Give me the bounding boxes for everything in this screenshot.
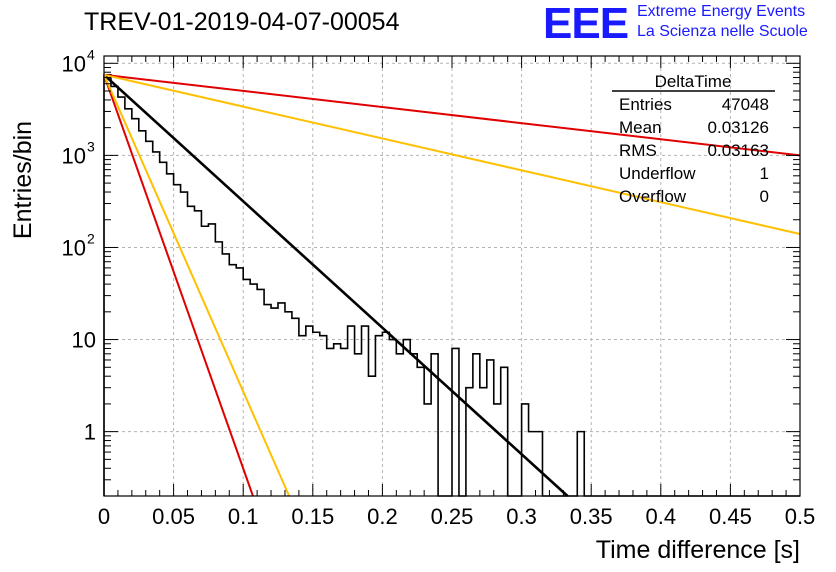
logo-line-1: Extreme Energy Events bbox=[637, 3, 806, 20]
y-tick-label: 10 bbox=[62, 235, 86, 260]
x-tick-label: 0.2 bbox=[367, 504, 398, 529]
y-tick-exponent: 3 bbox=[87, 138, 95, 154]
y-tick-label: 10 bbox=[72, 328, 96, 353]
stats-box: DeltaTime Entries 47048 Mean 0.03126 RMS… bbox=[612, 72, 775, 206]
page-title: TREV-01-2019-04-07-00054 bbox=[84, 8, 400, 36]
x-tick-label: 0 bbox=[98, 504, 110, 529]
axis-ticks: 0 0.05 0.1 0.15 0.2 0.25 0.3 0.35 0.4 0.45 0.51101… bbox=[62, 46, 816, 529]
y-tick-exponent: 2 bbox=[87, 230, 95, 246]
stats-label-rms: RMS bbox=[619, 141, 657, 160]
logo-mark: EEE bbox=[543, 0, 629, 48]
y-tick-label: 1 bbox=[84, 420, 96, 445]
x-tick-label: 0.05 bbox=[152, 504, 195, 529]
x-tick-label: 0.4 bbox=[646, 504, 677, 529]
x-tick-label: 0.35 bbox=[570, 504, 613, 529]
y-tick-exponent: 4 bbox=[87, 46, 95, 62]
x-tick-label: 0.1 bbox=[228, 504, 259, 529]
stats-label-entries: Entries bbox=[619, 95, 672, 114]
eee-logo: EEE Extreme Energy Events La Scienza nel… bbox=[543, 2, 833, 48]
x-axis-label: Time difference [s] bbox=[596, 536, 800, 564]
y-tick-label: 10 bbox=[62, 143, 86, 168]
stats-label-mean: Mean bbox=[619, 118, 662, 137]
series-line-black bbox=[103, 73, 569, 497]
stats-value-entries: 47048 bbox=[722, 95, 769, 114]
series-line-orange bbox=[103, 74, 291, 497]
x-tick-label: 0.45 bbox=[709, 504, 752, 529]
logo-line-2: La Scienza nelle Scuole bbox=[637, 23, 808, 40]
stats-label-overflow: Overflow bbox=[619, 187, 687, 206]
stats-value-mean: 0.03126 bbox=[708, 118, 769, 137]
stats-box-title: DeltaTime bbox=[655, 72, 732, 91]
x-tick-label: 0.5 bbox=[785, 504, 816, 529]
fit-lines-layer bbox=[103, 73, 801, 497]
stats-value-rms: 0.03163 bbox=[708, 141, 769, 160]
x-tick-label: 0.15 bbox=[291, 504, 334, 529]
y-tick-label: 10 bbox=[62, 51, 86, 76]
series-line-red bbox=[103, 74, 254, 497]
stats-value-underflow: 1 bbox=[760, 164, 769, 183]
stats-value-overflow: 0 bbox=[760, 187, 769, 206]
series-line-red bbox=[103, 73, 801, 157]
y-axis-label: Entries/bin bbox=[9, 121, 37, 239]
stats-label-underflow: Underflow bbox=[619, 164, 696, 183]
x-tick-label: 0.25 bbox=[431, 504, 474, 529]
series-line-orange bbox=[103, 73, 801, 235]
x-tick-label: 0.3 bbox=[506, 504, 537, 529]
